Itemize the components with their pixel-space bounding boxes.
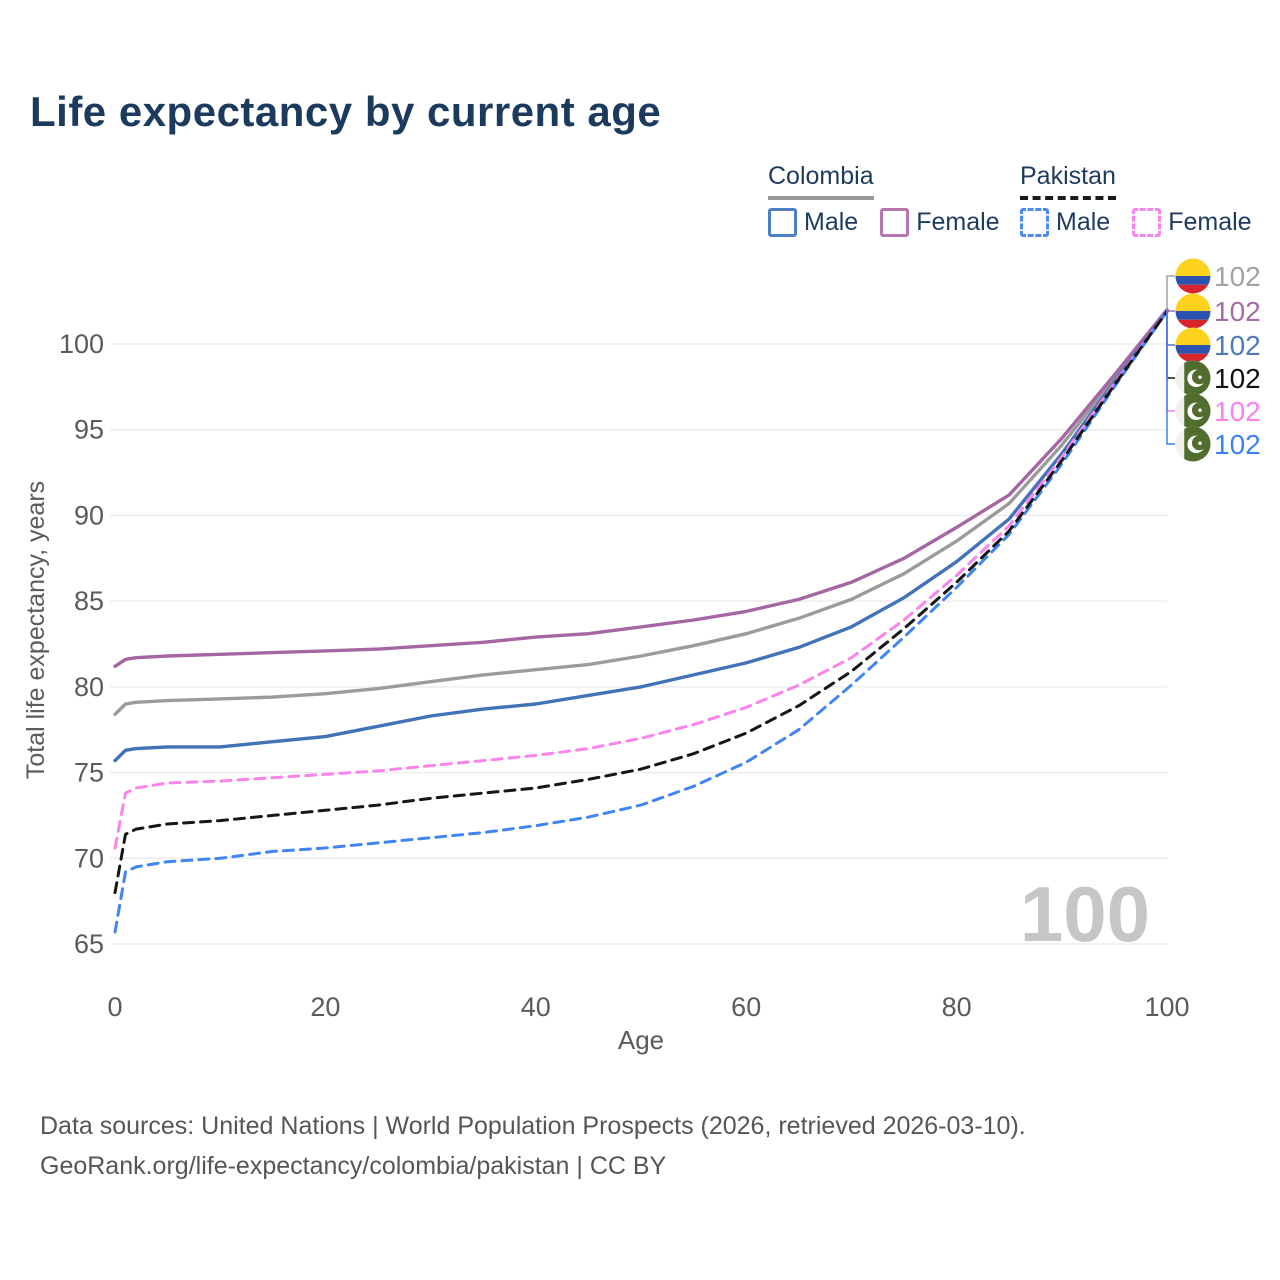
x-tick-label: 0 xyxy=(107,992,122,1022)
end-label-value: 102 xyxy=(1214,396,1261,427)
x-tick-label: 40 xyxy=(521,992,551,1022)
chart-line-pakistan-female xyxy=(113,309,1169,850)
legend-group-colombia: Colombia Male Female xyxy=(768,162,1000,237)
chart-line-pakistan-total xyxy=(113,309,1169,895)
y-tick-label: 65 xyxy=(74,929,104,959)
y-tick-label: 95 xyxy=(74,415,104,445)
life-expectancy-chart: 65 70 75 80 85 90 95 100 0 20 40 60 80 100 Age Total li… xyxy=(22,258,1261,1055)
label-connector xyxy=(1166,309,1175,346)
x-tick-label: 80 xyxy=(942,992,972,1022)
y-tick-label: 85 xyxy=(74,586,104,616)
label-connector xyxy=(1166,275,1175,310)
legend-group-pakistan: Pakistan Male Female xyxy=(1020,162,1252,237)
x-tick-label: 100 xyxy=(1144,992,1189,1022)
legend-item-label: Female xyxy=(1168,208,1252,236)
y-axis-title: Total life expectancy, years xyxy=(22,481,50,779)
chart-line-colombia-male xyxy=(113,309,1169,763)
chart-line-colombia-female xyxy=(113,308,1169,668)
page-title: Life expectancy by current age xyxy=(30,88,662,135)
colombia-male-swatch-icon[interactable] xyxy=(768,208,797,237)
colombia-flag-icon xyxy=(1175,293,1211,329)
pakistan-flag-icon xyxy=(1175,393,1211,429)
pakistan-male-swatch-icon[interactable] xyxy=(1020,208,1049,237)
pakistan-female-swatch-icon[interactable] xyxy=(1132,208,1162,237)
legend-item-pakistan-female[interactable]: Female xyxy=(1132,208,1252,237)
end-label-value: 102 xyxy=(1214,363,1261,394)
colombia-flag-icon xyxy=(1175,327,1211,363)
footer-line-2: GeoRank.org/life-expectancy/colombia/pak… xyxy=(40,1152,667,1180)
end-label-value: 102 xyxy=(1214,429,1261,460)
legend-item-colombia-female[interactable]: Female xyxy=(880,208,1000,237)
end-label-value: 102 xyxy=(1214,261,1261,292)
legend-country-pakistan: Pakistan xyxy=(1020,162,1116,200)
label-connector xyxy=(1166,309,1175,445)
pakistan-flag-icon xyxy=(1175,360,1211,396)
x-tick-label: 60 xyxy=(731,992,761,1022)
chart-line-colombia-total xyxy=(113,309,1169,716)
data-sources-footer: Data sources: United Nations | World Pop… xyxy=(40,1106,1026,1186)
legend-item-colombia-male[interactable]: Male xyxy=(768,208,858,237)
legend-item-pakistan-male[interactable]: Male xyxy=(1020,208,1110,237)
y-tick-label: 70 xyxy=(74,843,104,873)
footer-line-1: Data sources: United Nations | World Pop… xyxy=(40,1112,1026,1140)
label-connector xyxy=(1166,309,1175,379)
colombia-flag-icon xyxy=(1175,258,1211,294)
colombia-female-swatch-icon[interactable] xyxy=(880,208,910,237)
pakistan-flag-icon xyxy=(1175,426,1211,462)
y-tick-label: 75 xyxy=(74,758,104,788)
x-tick-label: 20 xyxy=(310,992,340,1022)
y-tick-label: 90 xyxy=(74,500,104,530)
end-label-value: 102 xyxy=(1214,330,1261,361)
end-label-value: 102 xyxy=(1214,296,1261,327)
x-axis-title: Age xyxy=(618,1025,664,1055)
legend-item-label: Male xyxy=(1056,208,1111,236)
legend-item-label: Male xyxy=(804,208,859,236)
chart-line-pakistan-male xyxy=(113,309,1169,934)
label-connector xyxy=(1166,309,1175,412)
current-age-watermark: 100 xyxy=(1020,870,1150,958)
legend-item-label: Female xyxy=(916,208,1000,236)
legend-country-colombia: Colombia xyxy=(768,162,874,200)
y-tick-label: 80 xyxy=(74,672,104,702)
y-tick-label: 100 xyxy=(59,329,104,359)
